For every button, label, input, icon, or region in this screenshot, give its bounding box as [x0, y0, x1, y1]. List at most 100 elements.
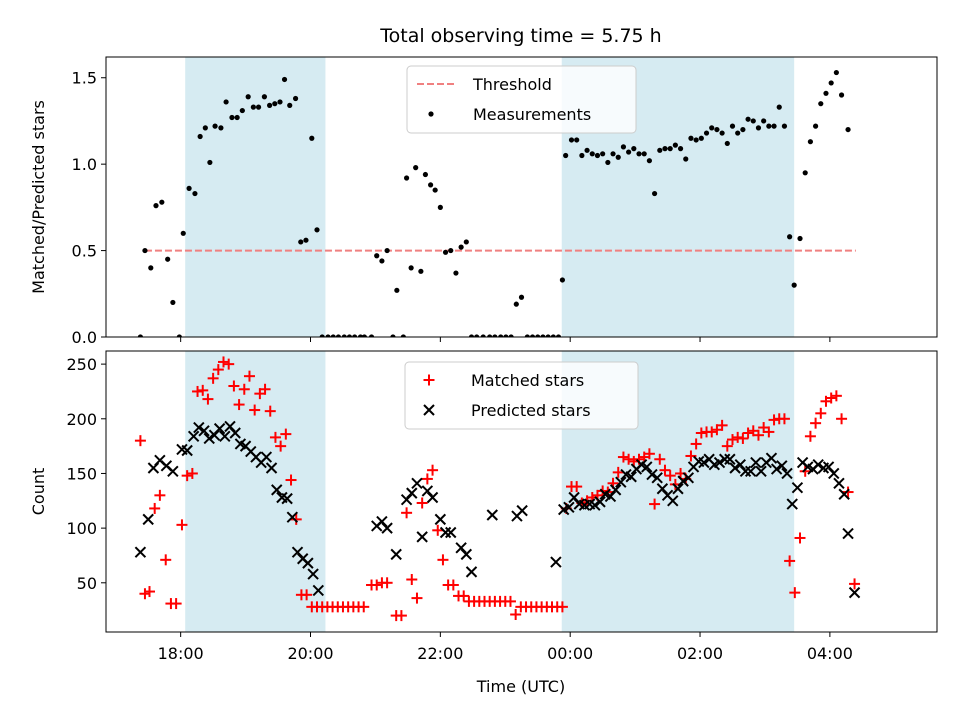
- point-0-98: [649, 498, 661, 510]
- point-0-109: [709, 125, 715, 131]
- point-0-4: [159, 199, 165, 205]
- point-0-27: [275, 440, 287, 452]
- point-0-32: [309, 135, 315, 141]
- y-axis-label-1: Count: [29, 468, 48, 516]
- point-1-45: [445, 526, 457, 539]
- point-0-17: [223, 358, 235, 370]
- point-0-105: [688, 135, 694, 141]
- point-0-100: [659, 464, 671, 476]
- point-1-38: [406, 487, 418, 499]
- point-1-105: [828, 467, 840, 480]
- point-1-89-d2: [744, 465, 757, 477]
- point-0-56: [432, 187, 438, 193]
- point-1-71-d2: [651, 472, 663, 484]
- point-0-124: [787, 234, 793, 240]
- point-1-109-d2: [848, 586, 861, 599]
- point-0-58: [442, 249, 449, 255]
- point-0-72: [518, 294, 525, 300]
- point-0-93: [626, 149, 632, 155]
- point-1-51: [516, 504, 528, 517]
- point-0-135: [842, 486, 854, 498]
- legend-handle-1-d2: [423, 404, 435, 416]
- point-1-40-d2: [416, 531, 428, 543]
- point-1-60-d2: [594, 496, 606, 508]
- point-1-66: [625, 471, 637, 483]
- point-0-107: [698, 135, 704, 141]
- shaded-interval-0: [185, 57, 326, 337]
- point-1-96-d2: [781, 467, 793, 480]
- point-0-62: [463, 239, 469, 245]
- point-1-34-d2: [376, 515, 388, 528]
- point-0-23: [261, 94, 268, 100]
- point-0-126: [797, 235, 803, 242]
- point-0-104: [683, 156, 689, 162]
- point-0-115: [737, 432, 749, 444]
- point-0-97: [643, 448, 655, 460]
- point-0-24: [259, 383, 271, 395]
- point-1-90-d2: [750, 456, 762, 469]
- point-1-98: [791, 481, 804, 494]
- point-0-44: [374, 253, 380, 259]
- point-0-76: [540, 334, 546, 337]
- point-0-82: [568, 137, 575, 143]
- point-0-70: [508, 334, 514, 337]
- point-1-66-d2: [625, 471, 637, 483]
- point-0-52: [411, 592, 423, 604]
- point-1-5-d2: [167, 465, 179, 477]
- point-0-18: [228, 380, 240, 392]
- y-tick-label-0: 0.0: [72, 328, 97, 347]
- point-1-54: [563, 501, 575, 514]
- point-0-118: [755, 125, 762, 131]
- point-1-96: [781, 467, 793, 480]
- point-1-18-d2: [239, 440, 252, 452]
- point-1-102-d2: [812, 459, 824, 471]
- point-0-38: [341, 334, 347, 337]
- point-1-45-d2: [445, 526, 457, 539]
- point-1-79-d2: [693, 455, 705, 468]
- point-1-16-d2: [229, 427, 241, 439]
- point-0-115: [740, 126, 746, 133]
- point-0-77: [545, 334, 551, 337]
- point-1-74-d2: [667, 495, 679, 507]
- point-0-126: [794, 532, 806, 544]
- point-0-59: [447, 579, 459, 591]
- figure-title: Total observing time = 5.75 h: [379, 25, 661, 47]
- point-0-91: [615, 154, 621, 160]
- axes-frame: [105, 56, 938, 338]
- point-0-31: [303, 237, 309, 243]
- point-0-85: [584, 147, 590, 153]
- point-1-94-d2: [770, 463, 783, 475]
- point-0-90: [610, 151, 616, 157]
- point-0-5: [165, 256, 171, 262]
- point-0-125: [791, 282, 797, 288]
- point-0-47: [390, 334, 396, 337]
- point-0-21: [250, 104, 256, 110]
- point-0-111: [719, 130, 725, 136]
- point-1-76-d2: [677, 475, 689, 487]
- x-tick-label-5: 04:00: [807, 644, 853, 663]
- point-1-63: [609, 484, 622, 496]
- point-1-97-d2: [786, 498, 798, 510]
- point-1-39: [411, 477, 423, 490]
- point-0-129: [810, 417, 822, 429]
- point-1-85: [724, 453, 736, 465]
- point-0-87: [594, 152, 601, 159]
- point-1-106: [833, 477, 845, 490]
- legend-1: Matched stars Predicted stars: [404, 361, 639, 430]
- point-1-26: [281, 492, 293, 505]
- point-0-103: [677, 146, 684, 152]
- legend-label-1: Measurements: [473, 105, 591, 124]
- point-0-50: [403, 175, 410, 181]
- point-1-102: [812, 459, 824, 471]
- axes-frame: [105, 350, 938, 633]
- point-0-51: [406, 574, 418, 586]
- point-0-117: [750, 118, 756, 124]
- point-0-40: [352, 334, 358, 337]
- point-1-1: [142, 513, 154, 526]
- point-0-97: [646, 158, 652, 164]
- point-0-12: [197, 384, 209, 396]
- point-1-70: [646, 468, 658, 481]
- point-1-100-d2: [802, 461, 814, 473]
- point-0-91: [612, 466, 624, 478]
- point-0-12: [202, 125, 208, 131]
